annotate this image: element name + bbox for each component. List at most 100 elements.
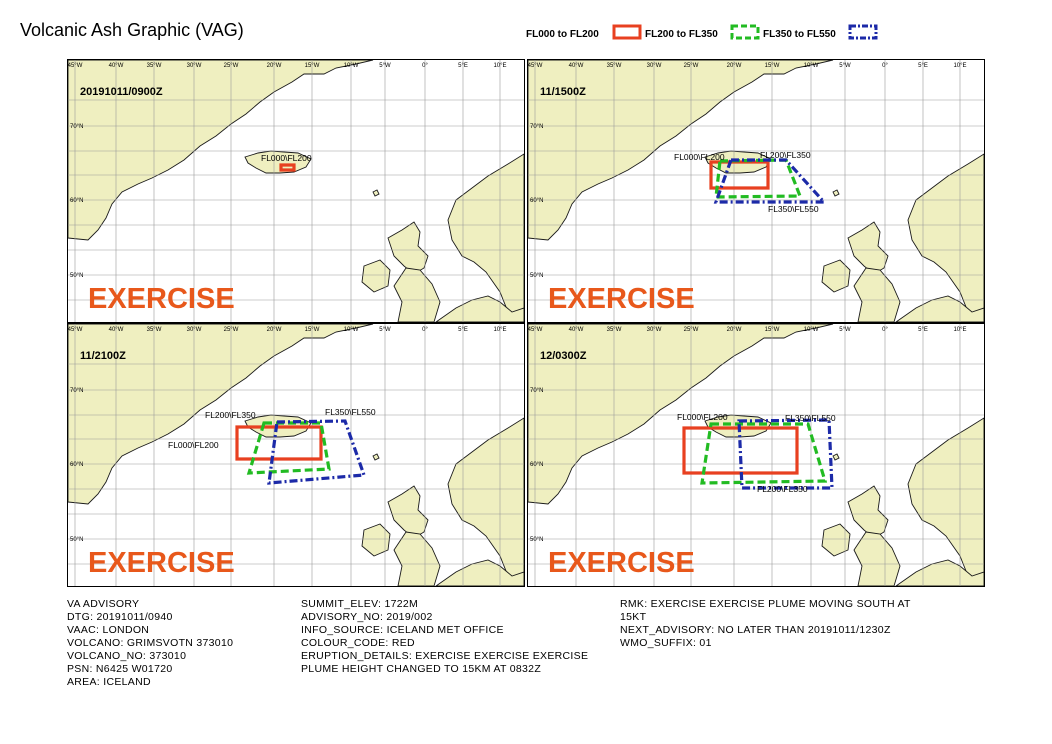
latitude-label: 50°N (530, 537, 543, 543)
legend-swatch-blue (848, 24, 878, 40)
exercise-watermark: EXERCISE (548, 547, 695, 579)
advisory-line: VOLCANO: GRIMSVOTN 373010 (67, 637, 234, 649)
longitude-label: 15°W (305, 63, 320, 69)
ash-plume-polygon (700, 422, 828, 485)
ash-plume-polygon (235, 425, 323, 461)
land-mass (853, 531, 901, 586)
advisory-line: VOLCANO_NO: 373010 (67, 650, 187, 662)
advisory-line: VA ADVISORY (67, 598, 140, 610)
flight-level-label: FL000\FL200 (674, 152, 725, 162)
longitude-label: 10°E (953, 327, 966, 333)
advisory-line: AREA: ICELAND (67, 676, 151, 688)
longitude-label: 5°W (839, 327, 851, 333)
flight-level-label: FL350\FL550 (325, 407, 376, 417)
map-panel-0300z: 45°W 40°W 35°W 30°W 25°W 20°W 15°W 10°W 5°W 0° 5°E… (527, 323, 985, 587)
longitude-label: 45°W (528, 63, 543, 69)
latitude-label: 60°N (530, 462, 543, 468)
longitude-label: 5°W (839, 63, 851, 69)
latitude-label: 50°N (70, 537, 83, 543)
longitude-label: 0° (422, 327, 428, 333)
longitude-label: 35°W (147, 63, 162, 69)
land-mass (387, 485, 429, 539)
longitude-label: 10°W (804, 63, 819, 69)
longitude-label: 5°W (379, 63, 391, 69)
latitude-label: 50°N (70, 273, 83, 279)
latitude-label: 70°N (70, 124, 83, 130)
advisory-line: DTG: 20191011/0940 (67, 611, 173, 623)
legend-swatch-green (730, 24, 760, 40)
longitude-label: 45°W (68, 63, 83, 69)
land-mass (832, 189, 840, 197)
longitude-label: 5°W (379, 327, 391, 333)
longitude-label: 45°W (68, 327, 83, 333)
longitude-label: 0° (422, 63, 428, 69)
longitude-label: 25°W (684, 63, 699, 69)
longitude-label: 20°W (267, 63, 282, 69)
land-mass (847, 485, 889, 539)
land-mass (387, 221, 429, 275)
flight-level-label: FL200\FL350 (205, 410, 256, 420)
longitude-label: 5°E (458, 327, 468, 333)
longitude-label: 0° (882, 63, 888, 69)
longitude-label: 40°W (109, 327, 124, 333)
land-mass (393, 267, 441, 322)
ash-plume-polygon (737, 418, 834, 490)
map-panel-1500z: 45°W 40°W 35°W 30°W 25°W 20°W 15°W 10°W 5°W 0° 5°E… (527, 59, 985, 323)
map-canvas: 45°W 40°W 35°W 30°W 25°W 20°W 15°W 10°W 5°W 0° 5°E… (68, 60, 524, 322)
map-canvas: 45°W 40°W 35°W 30°W 25°W 20°W 15°W 10°W 5°W 0° 5°E… (528, 60, 984, 322)
latitude-label: 70°N (530, 124, 543, 130)
land-mass (821, 523, 851, 557)
longitude-label: 20°W (267, 327, 282, 333)
advisory-line: VAAC: LONDON (67, 624, 150, 636)
panel-timestamp: 11/2100Z (80, 350, 126, 362)
advisory-line: INFO_SOURCE: ICELAND MET OFFICE (301, 624, 504, 636)
exercise-watermark: EXERCISE (548, 283, 695, 315)
legend-swatch-red (612, 24, 642, 40)
advisory-line: PSN: N6425 W01720 (67, 663, 173, 675)
land-mass (372, 453, 380, 461)
map-canvas: 45°W 40°W 35°W 30°W 25°W 20°W 15°W 10°W 5°W 0° 5°E… (68, 324, 524, 586)
longitude-label: 10°W (344, 327, 359, 333)
exercise-watermark: EXERCISE (88, 547, 235, 579)
legend-label-fl200-350: FL200 to FL350 (645, 29, 718, 40)
advisory-column-2: SUMMIT_ELEV: 1722M ADVISORY_NO: 2019/002… (301, 598, 588, 676)
longitude-label: 10°E (493, 327, 506, 333)
longitude-label: 30°W (647, 63, 662, 69)
flight-level-label: FL000\FL200 (261, 153, 312, 163)
longitude-label: 40°W (569, 63, 584, 69)
longitude-label: 20°W (727, 327, 742, 333)
advisory-line: RMK: EXERCISE EXERCISE PLUME MOVING SOUT… (620, 598, 911, 610)
longitude-label: 20°W (727, 63, 742, 69)
latitude-label: 70°N (530, 388, 543, 394)
ash-plume-polygon (267, 419, 367, 485)
longitude-label: 35°W (147, 327, 162, 333)
longitude-label: 10°E (953, 63, 966, 69)
longitude-label: 35°W (607, 327, 622, 333)
advisory-line: WMO_SUFFIX: 01 (620, 637, 712, 649)
flight-level-label: FL350\FL550 (785, 413, 836, 423)
exercise-watermark: EXERCISE (88, 283, 235, 315)
longitude-label: 30°W (187, 63, 202, 69)
latitude-label: 60°N (530, 198, 543, 204)
ash-plume-polygon (279, 163, 296, 172)
advisory-line: COLOUR_CODE: RED (301, 637, 415, 649)
land-mass (821, 259, 851, 293)
flight-level-label: FL200\FL350 (757, 484, 808, 494)
longitude-label: 15°W (305, 327, 320, 333)
advisory-column-1: VA ADVISORY DTG: 20191011/0940 VAAC: LON… (67, 598, 233, 689)
land-mass (528, 60, 834, 241)
land-mass (68, 60, 374, 241)
land-mass (832, 453, 840, 461)
advisory-line: NEXT_ADVISORY: NO LATER THAN 20191011/12… (620, 624, 891, 636)
advisory-line: PLUME HEIGHT CHANGED TO 15KM AT 0832Z (301, 663, 542, 675)
latitude-label: 50°N (530, 273, 543, 279)
longitude-label: 35°W (607, 63, 622, 69)
panel-timestamp: 20191011/0900Z (80, 86, 163, 98)
land-mass (361, 523, 391, 557)
advisory-column-3: RMK: EXERCISE EXERCISE PLUME MOVING SOUT… (620, 598, 911, 650)
longitude-label: 5°E (918, 63, 928, 69)
latitude-label: 60°N (70, 462, 83, 468)
land-mass (361, 259, 391, 293)
land-mass (847, 221, 889, 275)
map-panel-2100z: 45°W 40°W 35°W 30°W 25°W 20°W 15°W 10°W 5°W 0° 5°E… (67, 323, 525, 587)
